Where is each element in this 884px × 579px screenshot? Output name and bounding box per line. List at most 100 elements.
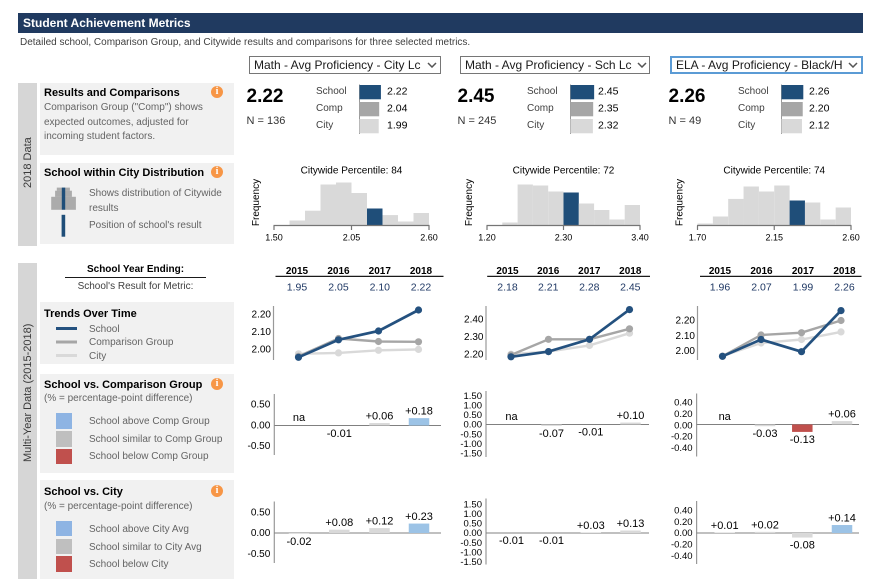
- svg-text:2.26: 2.26: [809, 86, 830, 98]
- svg-text:City: City: [527, 120, 544, 131]
- svg-text:2.07: 2.07: [751, 281, 772, 293]
- svg-text:1.00: 1.00: [464, 509, 483, 520]
- svg-text:2.15: 2.15: [765, 233, 783, 243]
- svg-text:2.12: 2.12: [809, 120, 830, 132]
- svg-text:1.96: 1.96: [710, 281, 731, 293]
- svg-text:1.50: 1.50: [464, 499, 483, 510]
- svg-text:2016: 2016: [327, 266, 350, 277]
- svg-text:1.99: 1.99: [793, 281, 814, 293]
- svg-text:2018: 2018: [410, 266, 433, 277]
- svg-text:1.70: 1.70: [689, 233, 707, 243]
- svg-text:2.28: 2.28: [579, 281, 600, 293]
- svg-text:0.00: 0.00: [674, 528, 693, 539]
- svg-text:Citywide Percentile: 84: Citywide Percentile: 84: [301, 166, 403, 177]
- svg-text:2018: 2018: [833, 266, 856, 277]
- svg-text:0.20: 0.20: [674, 409, 693, 420]
- svg-text:2.10: 2.10: [370, 281, 391, 293]
- svg-text:-0.20: -0.20: [671, 540, 693, 551]
- svg-text:+0.08: +0.08: [325, 517, 353, 529]
- svg-text:1.95: 1.95: [287, 281, 308, 293]
- svg-text:2.26: 2.26: [834, 281, 855, 293]
- svg-text:0.20: 0.20: [674, 517, 693, 528]
- svg-text:2016: 2016: [750, 266, 773, 277]
- svg-text:-0.20: -0.20: [671, 432, 693, 443]
- svg-text:Comp: Comp: [738, 103, 765, 114]
- svg-text:0.50: 0.50: [464, 519, 483, 530]
- svg-text:na: na: [293, 412, 306, 424]
- svg-text:+0.02: +0.02: [751, 519, 779, 531]
- svg-text:2.05: 2.05: [328, 281, 349, 293]
- svg-text:2.22: 2.22: [411, 281, 432, 293]
- svg-text:2.10: 2.10: [252, 327, 272, 338]
- svg-text:Frequency: Frequency: [464, 179, 475, 226]
- svg-text:0.50: 0.50: [251, 400, 271, 411]
- svg-text:2.35: 2.35: [598, 103, 619, 115]
- svg-text:2.04: 2.04: [387, 103, 408, 115]
- svg-text:1.20: 1.20: [478, 233, 496, 243]
- svg-text:-1.00: -1.00: [460, 548, 482, 559]
- svg-text:2015: 2015: [496, 266, 519, 277]
- svg-text:2017: 2017: [792, 266, 815, 277]
- svg-text:-0.08: -0.08: [790, 540, 815, 552]
- svg-text:2.40: 2.40: [464, 314, 484, 325]
- svg-text:2015: 2015: [286, 266, 309, 277]
- svg-text:-0.03: -0.03: [752, 428, 777, 440]
- svg-text:-0.01: -0.01: [539, 535, 564, 547]
- svg-text:0.00: 0.00: [674, 420, 693, 431]
- svg-text:City: City: [316, 120, 333, 131]
- svg-text:+0.13: +0.13: [617, 518, 645, 530]
- svg-text:Citywide Percentile: 74: Citywide Percentile: 74: [723, 166, 825, 177]
- svg-text:+0.03: +0.03: [577, 520, 605, 532]
- svg-text:+0.18: +0.18: [405, 406, 433, 418]
- svg-text:2.20: 2.20: [809, 103, 830, 115]
- svg-text:-0.13: -0.13: [790, 434, 815, 446]
- svg-text:0.50: 0.50: [464, 410, 483, 421]
- svg-text:-0.01: -0.01: [578, 427, 603, 439]
- svg-text:2.45: 2.45: [620, 281, 641, 293]
- svg-text:-0.40: -0.40: [671, 551, 693, 562]
- svg-text:-0.50: -0.50: [460, 429, 482, 440]
- svg-text:School: School: [316, 86, 347, 97]
- svg-text:-1.00: -1.00: [460, 439, 482, 450]
- svg-text:1.50: 1.50: [265, 233, 283, 243]
- svg-text:2.60: 2.60: [420, 233, 438, 243]
- svg-text:2.20: 2.20: [464, 349, 484, 360]
- svg-text:1.99: 1.99: [387, 120, 408, 132]
- svg-text:2.30: 2.30: [464, 332, 484, 343]
- svg-text:na: na: [505, 411, 518, 423]
- svg-text:Citywide Percentile: 72: Citywide Percentile: 72: [513, 166, 615, 177]
- svg-text:2.18: 2.18: [497, 281, 518, 293]
- svg-text:+0.23: +0.23: [405, 511, 433, 523]
- svg-text:+0.06: +0.06: [366, 411, 394, 423]
- svg-text:Comp: Comp: [527, 103, 554, 114]
- svg-text:-0.50: -0.50: [248, 441, 271, 452]
- svg-text:2.30: 2.30: [555, 233, 573, 243]
- svg-text:2.32: 2.32: [598, 120, 619, 132]
- svg-text:+0.14: +0.14: [828, 513, 856, 525]
- svg-text:2.20: 2.20: [252, 310, 272, 321]
- svg-text:2.20: 2.20: [676, 316, 696, 327]
- svg-text:School: School: [738, 86, 769, 97]
- svg-text:2.00: 2.00: [252, 345, 272, 356]
- svg-text:2.10: 2.10: [676, 331, 696, 342]
- svg-text:2.22: 2.22: [387, 86, 408, 98]
- svg-text:-0.01: -0.01: [499, 535, 524, 547]
- svg-text:2.00: 2.00: [676, 346, 696, 357]
- svg-text:-1.50: -1.50: [460, 449, 482, 460]
- svg-text:2.21: 2.21: [538, 281, 559, 293]
- svg-text:-1.50: -1.50: [460, 557, 482, 568]
- svg-text:2017: 2017: [369, 266, 392, 277]
- svg-text:0.00: 0.00: [464, 420, 483, 431]
- svg-text:2.60: 2.60: [842, 233, 860, 243]
- svg-text:-0.50: -0.50: [460, 538, 482, 549]
- svg-text:0.00: 0.00: [251, 528, 271, 539]
- svg-text:-0.50: -0.50: [248, 549, 271, 560]
- svg-text:+0.01: +0.01: [711, 520, 739, 532]
- svg-text:+0.06: +0.06: [828, 409, 856, 421]
- svg-text:0.40: 0.40: [674, 505, 693, 516]
- svg-text:-0.40: -0.40: [671, 443, 693, 454]
- svg-text:2015: 2015: [709, 266, 732, 277]
- svg-text:1.00: 1.00: [464, 400, 483, 411]
- svg-text:1.50: 1.50: [464, 391, 483, 402]
- svg-text:-0.07: -0.07: [539, 428, 564, 440]
